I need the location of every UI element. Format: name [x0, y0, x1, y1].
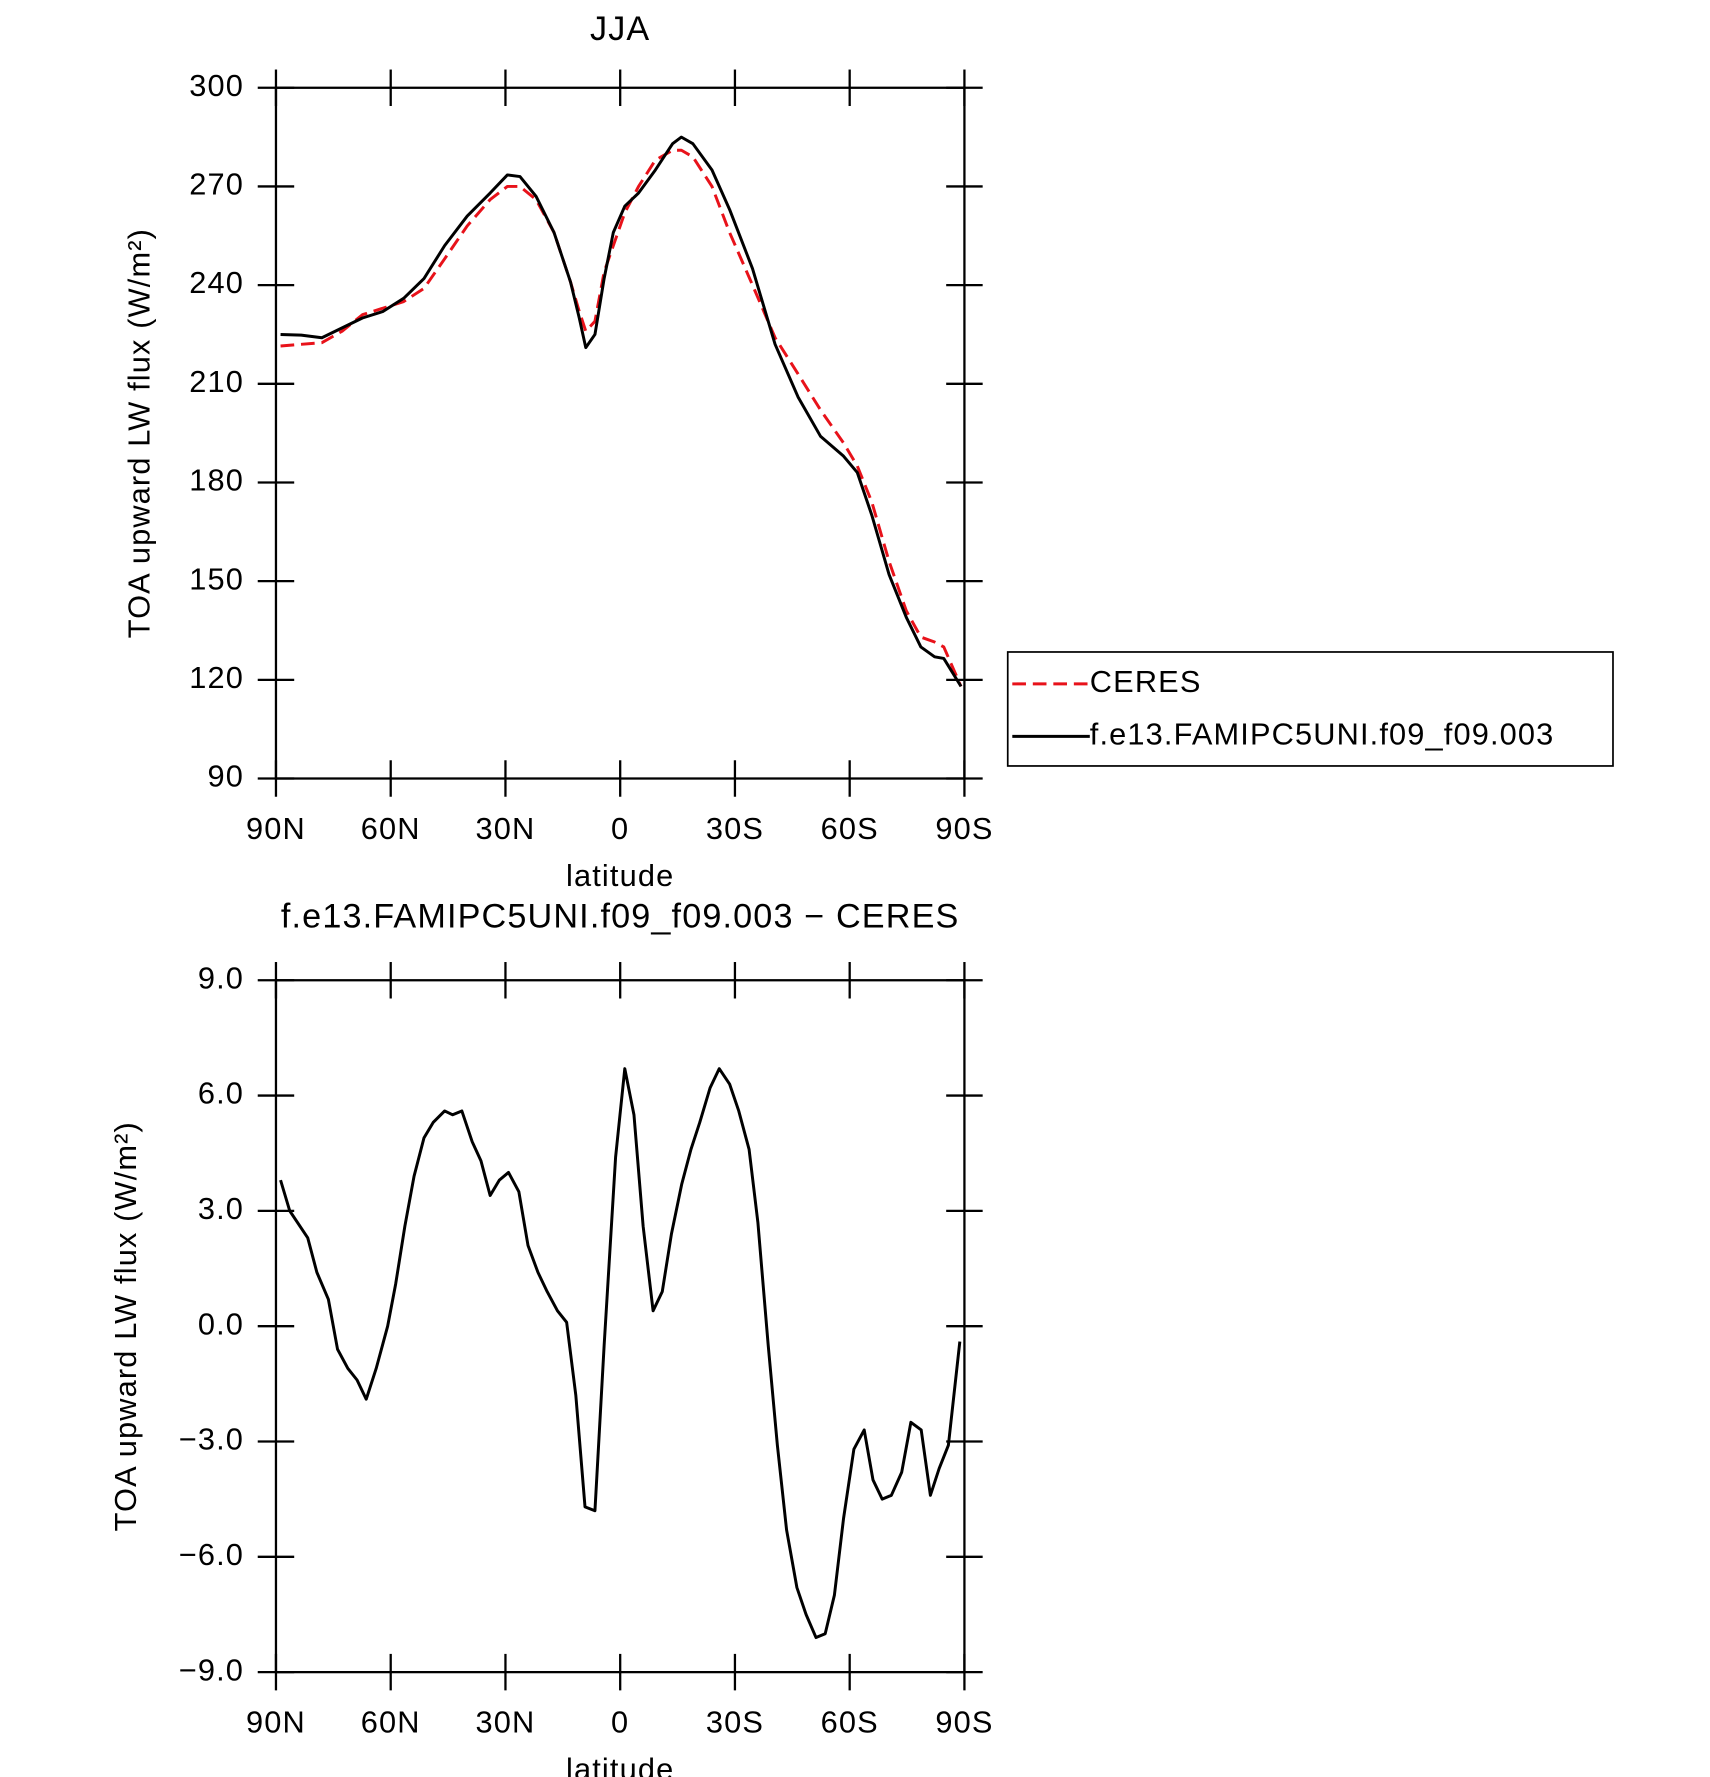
y-tick-label: −3.0 — [179, 1422, 244, 1457]
chart-title: JJA — [590, 10, 650, 48]
y-axis-label: TOA upward LW flux (W/m²) — [108, 1121, 143, 1531]
x-tick-label: 30N — [476, 811, 536, 846]
x-tick-label: 90S — [935, 1705, 993, 1740]
data-line — [280, 148, 963, 687]
x-tick-label: 90N — [246, 1705, 306, 1740]
y-tick-label: 6.0 — [198, 1076, 244, 1111]
data-line — [280, 135, 963, 688]
x-tick-label: 60N — [361, 811, 421, 846]
x-tick-label: 30S — [706, 811, 764, 846]
data-line — [279, 1067, 962, 1640]
chart-title: f.e13.FAMIPC5UNI.f09_f09.003 − CERES — [281, 898, 960, 936]
x-axis-label: latitude — [566, 858, 674, 893]
x-tick-label: 90S — [935, 811, 993, 846]
legend-label: CERES — [1090, 664, 1202, 699]
x-tick-label: 60N — [361, 1705, 421, 1740]
x-tick-label: 60S — [821, 811, 879, 846]
y-tick-label: 150 — [189, 561, 244, 596]
chart: f.e13.FAMIPC5UNI.f09_f09.003 − CERES −9.0… — [108, 898, 993, 1777]
y-tick-label: 180 — [189, 463, 244, 498]
x-axis-label: latitude — [566, 1751, 674, 1777]
y-tick-label: −6.0 — [179, 1537, 244, 1572]
legend-box — [1006, 651, 1614, 767]
y-tick-label: 120 — [189, 660, 244, 695]
y-tick-label: 270 — [189, 167, 244, 202]
x-tick-label: 90N — [246, 811, 306, 846]
legend-label: f.e13.FAMIPC5UNI.f09_f09.003 — [1090, 716, 1555, 751]
plot-frame — [274, 979, 966, 1674]
x-tick-label: 30N — [476, 1705, 536, 1740]
y-tick-label: 300 — [189, 68, 244, 103]
plot-frame — [274, 86, 966, 780]
x-tick-label: 0 — [611, 811, 629, 846]
x-tick-label: 0 — [611, 1705, 629, 1740]
y-tick-label: −9.0 — [179, 1652, 244, 1687]
y-axis-label: TOA upward LW flux (W/m²) — [122, 228, 157, 638]
y-tick-label: 90 — [208, 759, 245, 794]
x-tick-label: 60S — [821, 1705, 879, 1740]
x-tick-label: 30S — [706, 1705, 764, 1740]
y-tick-label: 210 — [189, 364, 244, 399]
y-tick-label: 3.0 — [198, 1191, 244, 1226]
y-tick-label: 9.0 — [198, 960, 244, 995]
y-tick-label: 0.0 — [198, 1306, 244, 1341]
chart: JJA 90 120 150 180 210 240 270 300 90N 60N 30N 0 30S 6… — [122, 10, 1614, 893]
y-tick-label: 240 — [189, 265, 244, 300]
